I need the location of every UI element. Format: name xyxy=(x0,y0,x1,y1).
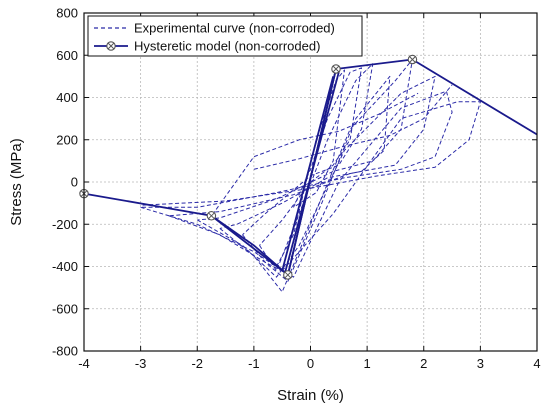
model-branch-line xyxy=(210,215,289,276)
y-tick-label: 200 xyxy=(56,132,78,147)
hysteretic-model-series xyxy=(79,54,538,280)
grid xyxy=(84,13,537,351)
y-axis-ticks: -800 -600 -400 -200 0 200 400 600 800 xyxy=(52,6,537,359)
x-tick-label: -4 xyxy=(78,356,90,371)
y-axis-label: Stress (MPa) xyxy=(8,138,25,226)
x-tick-label: 1 xyxy=(364,356,371,371)
y-tick-label: -800 xyxy=(52,344,78,359)
legend-marker-model xyxy=(106,41,116,51)
x-axis-label: Strain (%) xyxy=(277,387,344,404)
x-tick-label: 0 xyxy=(307,356,314,371)
legend-label-experimental: Experimental curve (non-corroded) xyxy=(134,21,335,36)
experimental-loop xyxy=(253,84,453,170)
legend: Experimental curve (non-corroded) Hyster… xyxy=(87,15,363,57)
model-point-marker xyxy=(283,270,293,280)
experimental-loop xyxy=(140,101,481,272)
y-tick-label: 800 xyxy=(56,6,78,21)
experimental-loop xyxy=(168,75,436,278)
x-tick-label: 3 xyxy=(477,356,484,371)
model-point-marker xyxy=(407,54,418,65)
y-tick-label: 400 xyxy=(56,90,78,105)
y-tick-label: 0 xyxy=(71,175,78,190)
y-tick-label: -400 xyxy=(52,259,78,274)
model-branch-line xyxy=(281,76,335,271)
legend-label-model: Hysteretic model (non-corroded) xyxy=(134,39,320,54)
model-branch-line xyxy=(284,71,340,274)
y-tick-label: 600 xyxy=(56,48,78,63)
y-tick-label: -200 xyxy=(52,217,78,232)
x-tick-label: 2 xyxy=(420,356,427,371)
legend-box xyxy=(87,15,363,57)
legend-marker-icon xyxy=(106,41,116,51)
x-tick-label: 4 xyxy=(533,356,540,371)
y-tick-label: -600 xyxy=(52,301,78,316)
experimental-loop xyxy=(140,90,453,278)
x-tick-label: -3 xyxy=(135,356,147,371)
experimental-loop xyxy=(219,75,391,282)
experimental-loop xyxy=(197,59,413,293)
x-tick-label: -1 xyxy=(248,356,260,371)
x-axis-ticks: -4 -3 -2 -1 0 1 2 3 4 xyxy=(78,13,541,371)
x-tick-label: -2 xyxy=(191,356,203,371)
model-point-marker xyxy=(331,64,341,74)
experimental-loop xyxy=(208,92,419,221)
model-point-marker xyxy=(206,211,217,221)
